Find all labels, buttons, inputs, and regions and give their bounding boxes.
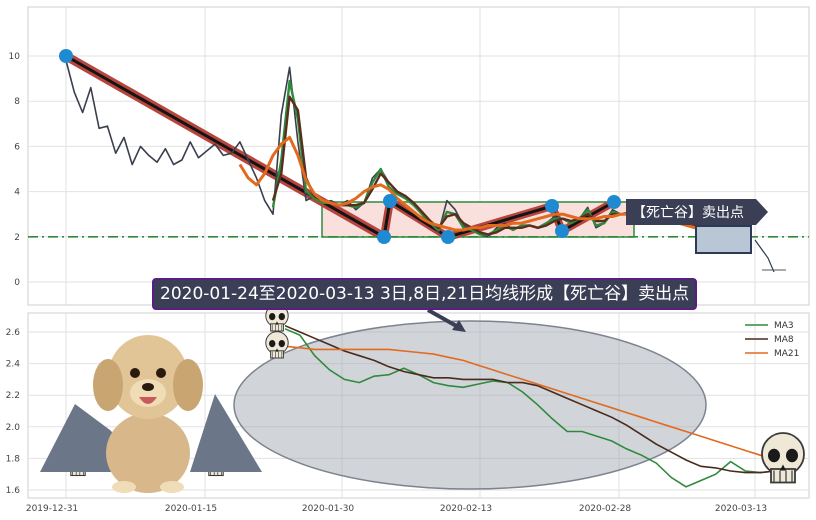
end-tail: [754, 239, 775, 273]
price-ytick-label: 2: [14, 233, 20, 243]
sell-label: 【死亡谷】卖出点: [632, 205, 744, 221]
ma-ytick-label: 2.0: [6, 423, 21, 433]
price-ytick-label: 0: [14, 278, 20, 288]
death-valley-banner: 2020-01-24至2020-03-13 3日,8日,21日均线形成【死亡谷】…: [152, 278, 698, 310]
highlight-ellipse: [233, 320, 707, 490]
ma-series-ma8: [284, 324, 791, 474]
price-ytick-label: 6: [14, 142, 20, 152]
price-frame: [27, 6, 810, 306]
turning-point: [441, 230, 455, 244]
legend-label: MA3: [774, 321, 794, 331]
x-tick-label: 2020-02-13: [440, 504, 492, 514]
price-ytick-label: 4: [14, 188, 20, 198]
ma-ytick-label: 2.6: [6, 328, 21, 338]
x-tick-label: 2020-01-15: [165, 504, 217, 514]
pointer-head: [452, 320, 466, 332]
turning-point: [545, 199, 559, 213]
ma-series-ma3: [284, 328, 791, 488]
price-panel: 0 2 4 6 8 10 【死亡谷】卖出点: [9, 6, 810, 306]
end-box: [695, 225, 752, 254]
rock-right: [190, 394, 262, 472]
price-ytick-label: 8: [14, 97, 20, 107]
x-tick-label: 2020-02-28: [579, 504, 632, 514]
turning-point: [607, 195, 621, 209]
legend-label: MA21: [774, 349, 799, 359]
turning-point: [59, 49, 73, 63]
trend-down-line: [65, 54, 385, 239]
ma-ytick-label: 1.6: [6, 486, 21, 496]
x-tick-label: 2019-12-31: [26, 504, 78, 514]
ma-ytick-label: 1.8: [6, 454, 21, 464]
ma-panel: 1.6 1.8 2.0 2.2 2.4 2.6 2019-12-31 2020-01-15 20…: [6, 304, 810, 514]
ma-series-ma21: [284, 345, 791, 464]
x-tick-label: 2020-01-30: [302, 504, 355, 514]
ma-ytick-label: 2.4: [6, 360, 21, 370]
turning-point: [377, 230, 391, 244]
poodle-illustration: [93, 335, 203, 493]
turning-point: [383, 194, 397, 208]
turning-point: [555, 224, 569, 238]
x-tick-label: 2020-03-13: [715, 504, 767, 514]
price-ytick-label: 10: [9, 52, 21, 62]
sell-arrow: [626, 199, 768, 225]
skull-icon: [265, 331, 289, 359]
legend-label: MA8: [774, 335, 794, 345]
pointer-line: [427, 308, 461, 330]
skull-icon: [761, 432, 805, 484]
skull-icon: [265, 304, 289, 332]
ma-ytick-label: 2.2: [6, 391, 20, 401]
